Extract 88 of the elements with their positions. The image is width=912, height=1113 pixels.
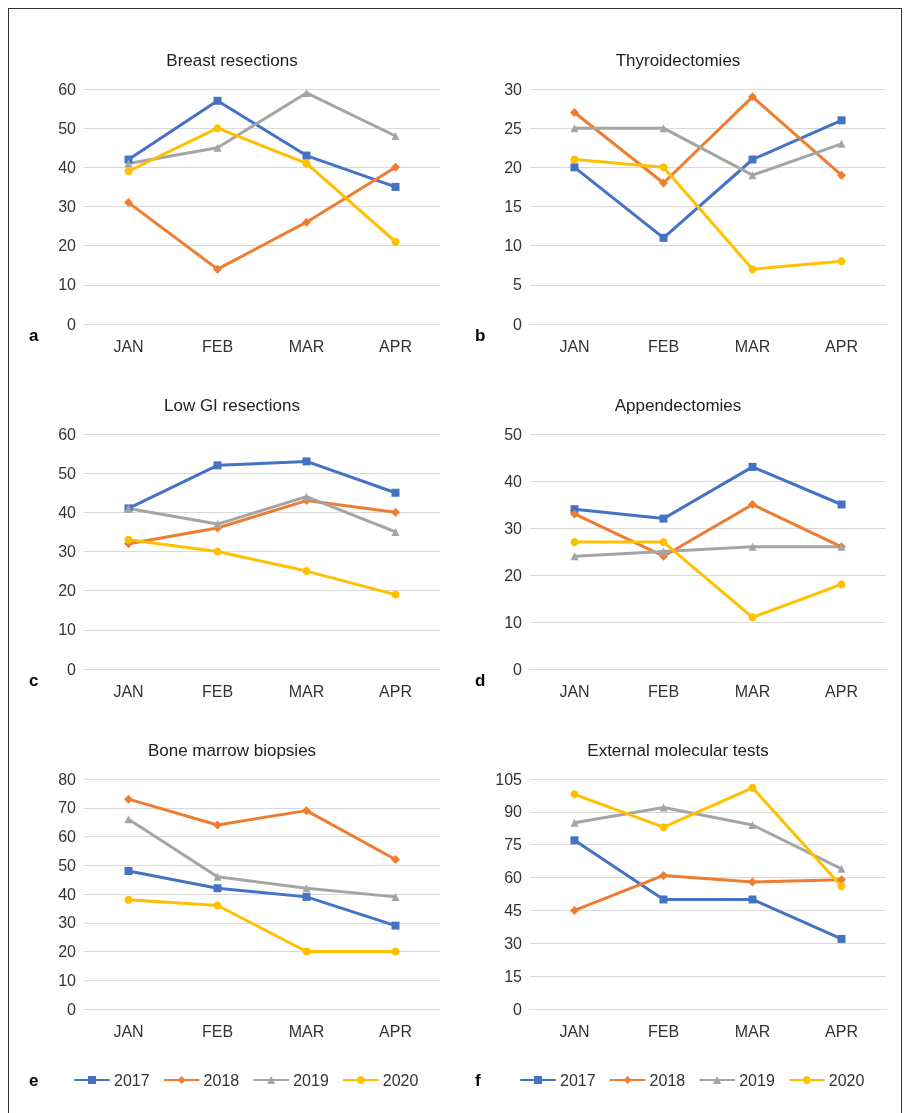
x-tick-label: MAR: [288, 682, 325, 700]
x-tick-label: MAR: [734, 1022, 771, 1040]
y-tick-label: 15: [504, 967, 523, 985]
y-tick-label: 60: [58, 828, 77, 845]
x-tick-label: APR: [825, 1022, 858, 1040]
x-tick-label: APR: [379, 337, 412, 355]
text: b: [475, 326, 486, 345]
legend-label: 2020: [382, 1071, 419, 1089]
text: f: [475, 1071, 481, 1090]
y-tick-label: 30: [58, 914, 77, 932]
y-tick-label: 40: [58, 503, 77, 521]
chart-title: External molecular tests: [587, 741, 769, 760]
text: e: [29, 1071, 39, 1090]
y-tick-label: 0: [513, 1000, 523, 1018]
y-tick-label: 80: [58, 770, 77, 788]
y-tick-label: 50: [58, 464, 77, 482]
x-tick-label: APR: [379, 1022, 412, 1040]
x-tick-label: MAR: [288, 337, 325, 355]
y-tick-label: 40: [58, 158, 77, 176]
legend-label: 2018: [649, 1071, 686, 1089]
x-tick-label: MAR: [734, 682, 771, 700]
x-tick-label: MAR: [288, 1022, 325, 1040]
x-tick-label: FEB: [647, 1022, 680, 1040]
y-tick-label: 40: [504, 472, 523, 490]
y-tick-label: 0: [67, 660, 77, 678]
y-tick-label: 60: [504, 869, 523, 887]
y-tick-label: 60: [58, 80, 77, 98]
x-tick-label: FEB: [201, 1022, 234, 1040]
legend-label: 2018: [203, 1071, 240, 1089]
y-tick-label: 45: [504, 901, 523, 919]
y-tick-label: 0: [513, 315, 523, 333]
y-tick-label: 0: [513, 660, 523, 678]
y-tick-label: 20: [58, 582, 77, 600]
legend-label: 2017: [560, 1071, 596, 1089]
x-tick-label: APR: [825, 682, 858, 700]
chart-title: Low GI resections: [163, 396, 301, 415]
legend-label: 2019: [739, 1071, 775, 1089]
y-tick-label: 30: [58, 543, 77, 560]
legend-label: 2017: [114, 1071, 150, 1089]
chart-title: Thyroidectomies: [615, 51, 741, 70]
legend-label: 2020: [828, 1071, 865, 1089]
chart-title: Appendectomies: [614, 396, 742, 415]
y-tick-label: 15: [504, 198, 523, 215]
text: a: [29, 326, 39, 345]
x-tick-label: JAN: [113, 1022, 144, 1040]
y-tick-label: 10: [58, 276, 77, 294]
chart-title: Breast resections: [166, 51, 298, 70]
y-tick-label: 30: [504, 934, 523, 952]
y-tick-label: 50: [504, 425, 523, 443]
y-tick-label: 25: [504, 119, 523, 137]
x-tick-label: JAN: [559, 1022, 590, 1040]
x-tick-label: APR: [825, 337, 858, 355]
y-tick-label: 10: [504, 613, 523, 631]
y-tick-label: 30: [58, 198, 77, 215]
x-tick-label: APR: [379, 682, 412, 700]
x-tick-label: JAN: [113, 337, 144, 355]
y-tick-label: 20: [58, 943, 77, 960]
y-tick-label: 30: [504, 519, 523, 537]
y-tick-label: 10: [58, 971, 77, 989]
text: c: [29, 671, 39, 690]
x-tick-label: JAN: [559, 337, 590, 355]
y-tick-label: 70: [58, 799, 77, 817]
y-tick-label: 75: [504, 836, 523, 854]
y-tick-label: 10: [58, 621, 77, 639]
y-tick-label: 10: [504, 237, 523, 255]
x-tick-label: FEB: [201, 682, 234, 700]
y-tick-label: 50: [58, 856, 77, 874]
x-tick-label: FEB: [647, 337, 680, 355]
x-tick-label: JAN: [113, 682, 144, 700]
y-tick-label: 20: [504, 158, 523, 176]
y-tick-label: 30: [504, 80, 523, 98]
y-tick-label: 90: [504, 803, 523, 821]
y-tick-label: 5: [513, 276, 523, 294]
x-tick-label: FEB: [201, 337, 234, 355]
x-tick-label: JAN: [559, 682, 590, 700]
x-tick-label: MAR: [734, 337, 771, 355]
chart-title: Bone marrow biopsies: [147, 741, 317, 760]
y-tick-label: 60: [58, 425, 77, 443]
y-tick-label: 0: [67, 1000, 77, 1018]
x-tick-label: FEB: [647, 682, 680, 700]
y-tick-label: 0: [67, 315, 77, 333]
y-tick-label: 20: [58, 237, 77, 255]
y-tick-label: 40: [58, 885, 77, 903]
legend-label: 2019: [293, 1071, 329, 1089]
y-tick-label: 20: [504, 566, 523, 584]
y-tick-label: 50: [58, 119, 77, 137]
y-tick-label: 105: [495, 770, 523, 788]
text: d: [475, 671, 486, 690]
